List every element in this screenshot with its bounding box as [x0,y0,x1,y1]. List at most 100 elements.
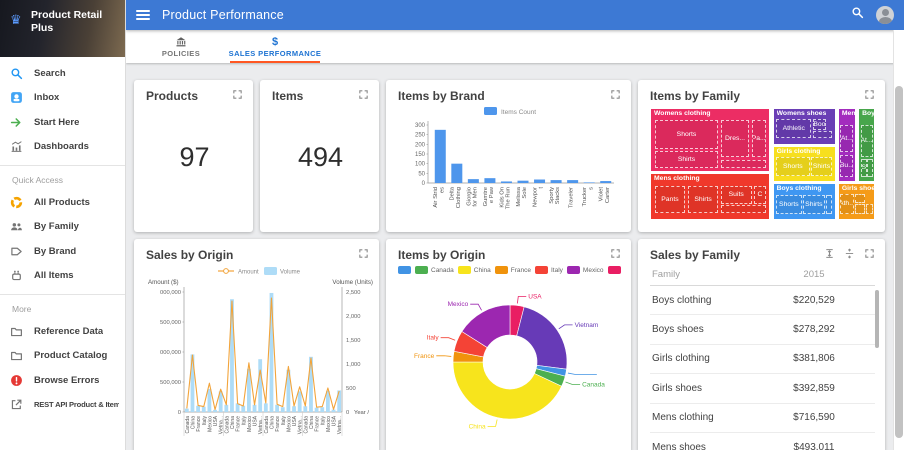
legend-amount[interactable]: Amount [238,270,259,276]
table-row-girls-shoes[interactable]: Girls shoes $392,859 [650,374,875,404]
volume-bar[interactable] [269,292,274,412]
treemap-cell-at[interactable]: At... [840,124,854,153]
sidebar-item-product-catalog[interactable]: Product Catalog [0,344,125,369]
fullscreen-icon[interactable] [610,89,621,100]
sidebar-item-all-products[interactable]: All Products [0,190,125,215]
legend-item-canada[interactable]: Canada [415,266,454,274]
bar-melissa-sole[interactable] [517,180,529,183]
sidebar-item-all-items[interactable]: All Items [0,264,125,289]
column-header-2015[interactable]: 2015 [803,269,825,280]
treemap-cell[interactable] [855,204,865,215]
tab-sales-performance[interactable]: $ SALES PERFORMANCE [228,30,322,63]
volume-bar[interactable] [325,390,330,412]
fullscreen-icon[interactable] [864,89,875,100]
pie-slice-mexico[interactable] [461,304,511,348]
treemap-group-men[interactable]: Men... At... Bu... [837,108,857,182]
fullscreen-icon[interactable] [358,89,369,100]
volume-bar[interactable] [184,408,189,412]
bar-sporty-stacks[interactable] [550,180,562,183]
treemap-cell-shirts[interactable]: Shirts [802,194,825,214]
volume-bar[interactable] [263,403,268,412]
treemap-group-girls-shoes[interactable]: Girls shoesAth... [837,183,875,220]
fit-height-icon[interactable] [824,248,835,259]
volume-bar[interactable] [286,369,291,412]
legend-swatch[interactable] [264,267,277,275]
sidebar-item-inbox[interactable]: Inbox [0,86,125,111]
sidebar-item-start-here[interactable]: Start Here [0,110,125,135]
volume-bar[interactable] [196,405,201,412]
bar-violet-carter[interactable] [600,181,612,183]
volume-bar[interactable] [292,406,296,412]
legend-item-mexico[interactable]: Mexico [566,266,604,274]
bar-gumtree-e-paw[interactable] [484,178,496,183]
sidebar-item-dashboards[interactable]: Dashboards [0,135,125,160]
legend-item-italy[interactable]: Italy [535,266,563,274]
volume-bar[interactable] [297,391,302,412]
treemap-cell-ath[interactable]: Ath... [840,193,854,215]
column-header-family[interactable]: Family [652,269,680,280]
table-row-mens-clothing[interactable]: Mens clothing $716,590 [650,404,875,433]
treemap-group-womens-shoes[interactable]: Womens shoes Athletic Boo [772,108,836,145]
treemap-cell[interactable] [721,159,766,169]
volume-bar[interactable] [235,403,240,412]
fullscreen-icon[interactable] [358,248,369,259]
treemap-cell-pants[interactable]: Pants [654,185,686,213]
fullscreen-icon[interactable] [610,248,621,259]
tab-policies[interactable]: POLICIES [134,30,228,63]
volume-bar[interactable] [190,354,195,412]
volume-bar[interactable] [309,356,313,412]
treemap-cell[interactable] [867,159,873,177]
treemap-cell-at[interactable]: At... [860,124,873,158]
fullscreen-icon[interactable] [232,89,243,100]
table-scrollbar-thumb[interactable] [875,290,879,348]
volume-bar[interactable] [213,409,217,412]
treemap-cell[interactable] [826,194,833,214]
treemap-cell-dres[interactable]: Dres... [721,120,749,158]
bar-delta-clothing[interactable] [451,163,463,183]
bar-giorgio-for-men[interactable] [467,179,479,183]
bar-traveler[interactable] [567,180,579,183]
treemap-cell-pa[interactable]: Pa... [751,120,766,158]
sidebar-item-rest-api-product-items[interactable]: REST API Product & Items [0,393,125,418]
volume-bar[interactable] [258,359,263,412]
page-scrollbar[interactable] [893,30,904,450]
treemap-cell-bu[interactable]: Bu... [840,155,854,177]
volume-bar[interactable] [320,407,325,412]
treemap-cell-athletic[interactable]: Athletic [776,118,812,139]
bar-truckers[interactable] [583,182,595,183]
unfold-rows-icon[interactable] [844,248,855,259]
volume-bar[interactable] [230,299,234,412]
table-row-boys-shoes[interactable]: Boys shoes $278,292 [650,315,875,345]
table-row-boys-clothing[interactable]: Boys clothing $220,529 [650,286,875,316]
treemap-cell[interactable] [866,204,873,215]
legend-swatch[interactable] [484,107,497,115]
treemap-cell-shorts[interactable]: Shorts [776,157,810,176]
treemap-cell[interactable] [855,193,865,203]
volume-bar[interactable] [252,404,257,412]
treemap-cell-shorts[interactable]: Shorts [654,120,719,150]
bar-air-strides[interactable] [434,129,446,183]
pie-slice-vietnam[interactable] [516,306,568,370]
volume-bar[interactable] [224,404,229,412]
volume-bar[interactable] [275,404,280,412]
volume-bar[interactable] [246,368,251,412]
volume-bar[interactable] [280,407,285,412]
legend-volume[interactable]: Volume [280,270,301,276]
sidebar-item-by-brand[interactable]: By Brand [0,239,125,264]
volume-bar[interactable] [241,405,246,412]
treemap-group-mens-clothing[interactable]: Mens clothing Pants Shirts Suits C [650,172,771,220]
treemap-group-girls-clothing[interactable]: Girls clothing Shorts Shirts [772,146,836,182]
treemap-group-boys-clothing[interactable]: Boys clothing Shorts Shirts [772,183,836,220]
sidebar-item-browse-errors[interactable]: Browse Errors [0,368,125,393]
legend-item-france[interactable]: France [494,266,531,274]
treemap-cell-suits[interactable]: Suits [720,185,752,204]
treemap-cell-c[interactable]: C [753,185,766,204]
volume-bar[interactable] [337,390,342,412]
treemap-group-boy[interactable]: Boy... At...S [858,108,876,182]
sidebar-item-by-family[interactable]: By Family [0,215,125,240]
bar-newport[interactable] [534,179,546,183]
treemap-group-womens-clothing[interactable]: Womens clothing Shorts Dres... Pa... Shirts [650,108,771,172]
scrollbar-thumb[interactable] [895,86,903,438]
table-row-girls-clothing[interactable]: Girls clothing $381,806 [650,345,875,375]
volume-bar[interactable] [303,406,308,412]
